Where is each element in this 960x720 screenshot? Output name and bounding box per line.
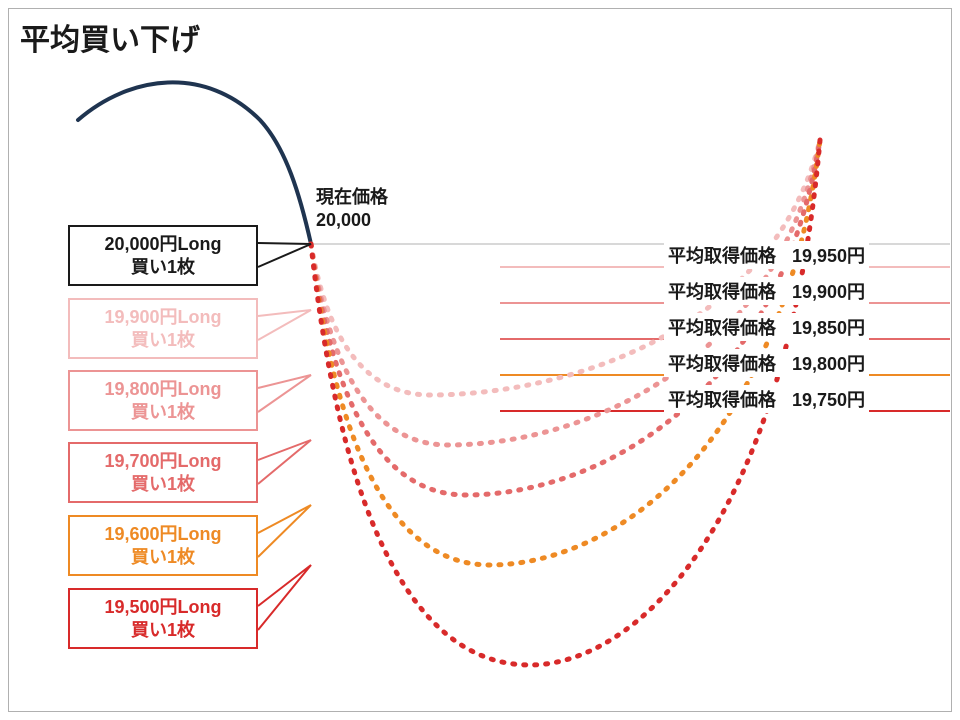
callout-pointer [258, 243, 311, 267]
current-price-value: 20,000 [316, 210, 371, 230]
buy-callout-line2: 買い1枚 [78, 473, 248, 496]
buy-callout-line1: 20,000円Long [104, 234, 221, 254]
buy-callout-line2: 買い1枚 [78, 619, 248, 642]
buy-callout-line2: 買い1枚 [78, 546, 248, 569]
buy-callout: 19,900円Long買い1枚 [68, 298, 258, 359]
avg-price-value: 19,750円 [792, 390, 865, 410]
buy-callout-line2: 買い1枚 [78, 329, 248, 352]
avg-price-prefix: 平均取得価格 [668, 318, 776, 338]
current-price-label: 現在価格 20,000 [316, 186, 388, 231]
callout-pointer [258, 505, 311, 557]
avg-price-prefix: 平均取得価格 [668, 354, 776, 374]
callout-pointer [258, 440, 311, 484]
buy-callout: 19,600円Long買い1枚 [68, 515, 258, 576]
avg-price-label: 平均取得価格 19,750円 [664, 385, 869, 413]
avg-price-prefix: 平均取得価格 [668, 390, 776, 410]
avg-price-value: 19,950円 [792, 246, 865, 266]
buy-callout: 20,000円Long買い1枚 [68, 225, 258, 286]
buy-callout-line1: 19,700円Long [104, 451, 221, 471]
buy-callout: 19,800円Long買い1枚 [68, 370, 258, 431]
buy-callout: 19,500円Long買い1枚 [68, 588, 258, 649]
callout-pointer [258, 310, 311, 340]
buy-callout-line1: 19,500円Long [104, 597, 221, 617]
avg-price-value: 19,800円 [792, 354, 865, 374]
buy-callout-line1: 19,800円Long [104, 379, 221, 399]
buy-callout-line1: 19,600円Long [104, 524, 221, 544]
avg-price-prefix: 平均取得価格 [668, 246, 776, 266]
buy-callout: 19,700円Long買い1枚 [68, 442, 258, 503]
callout-pointer [258, 375, 311, 412]
buy-callout-line2: 買い1枚 [78, 256, 248, 279]
avg-price-label: 平均取得価格 19,900円 [664, 277, 869, 305]
current-price-prefix: 現在価格 [316, 187, 388, 207]
avg-price-label: 平均取得価格 19,800円 [664, 349, 869, 377]
buy-callout-line2: 買い1枚 [78, 401, 248, 424]
avg-price-value: 19,900円 [792, 282, 865, 302]
buy-callout-line1: 19,900円Long [104, 307, 221, 327]
avg-price-value: 19,850円 [792, 318, 865, 338]
avg-price-prefix: 平均取得価格 [668, 282, 776, 302]
avg-price-label: 平均取得価格 19,850円 [664, 313, 869, 341]
callout-pointer [258, 565, 311, 630]
avg-price-label: 平均取得価格 19,950円 [664, 241, 869, 269]
